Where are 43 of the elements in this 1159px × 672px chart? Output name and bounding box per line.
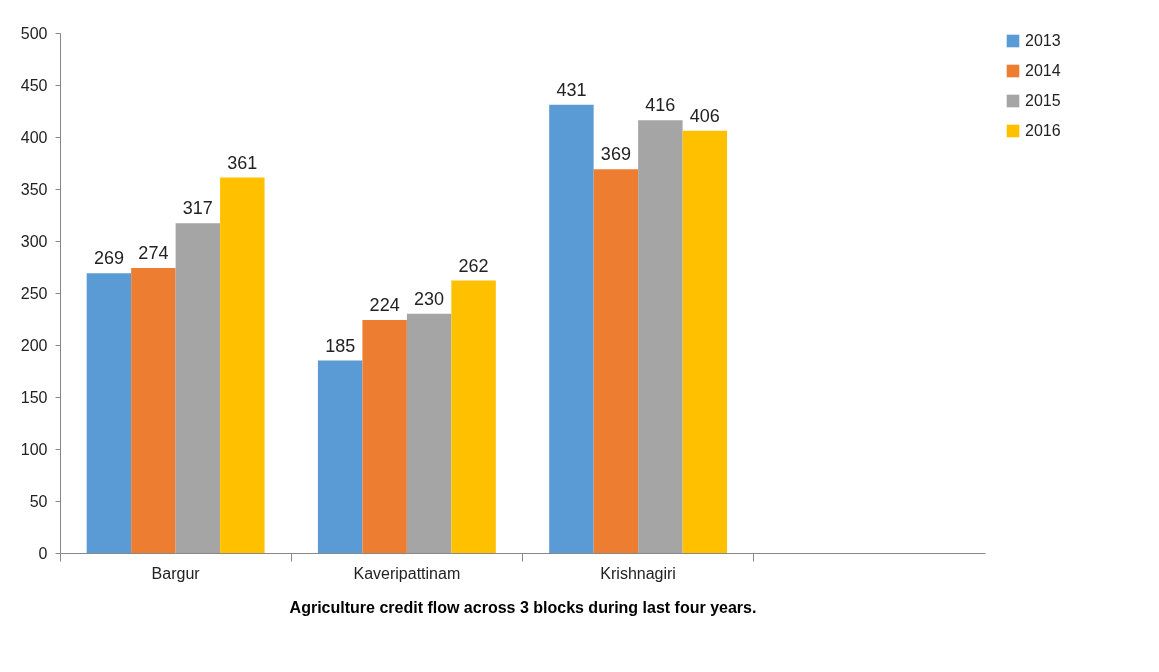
legend-label: 2015 bbox=[1025, 92, 1061, 109]
x-axis-title: Agriculture credit flow across 3 blocks during last four years. bbox=[289, 598, 757, 616]
y-tick-label: 300 bbox=[20, 232, 48, 250]
bar bbox=[362, 320, 407, 553]
y-tick-label: 500 bbox=[20, 24, 48, 42]
bar bbox=[131, 268, 176, 553]
y-tick-label: 250 bbox=[20, 284, 48, 302]
data-label: 269 bbox=[93, 248, 124, 269]
y-tick-label: 0 bbox=[38, 544, 48, 562]
y-tick-label: 450 bbox=[20, 76, 48, 94]
data-label: 369 bbox=[600, 144, 631, 165]
data-label: 185 bbox=[325, 335, 356, 356]
bar bbox=[220, 177, 265, 553]
data-label: 406 bbox=[689, 105, 720, 126]
y-tick-label: 150 bbox=[20, 388, 48, 406]
bar bbox=[86, 273, 132, 553]
x-tick-label: Krishnagiri bbox=[600, 564, 676, 582]
y-tick-label: 200 bbox=[20, 336, 48, 354]
bar bbox=[593, 169, 639, 553]
y-tick-label: 50 bbox=[29, 492, 48, 510]
bar bbox=[682, 130, 728, 553]
bar bbox=[638, 120, 683, 553]
y-tick-label: 350 bbox=[20, 180, 48, 198]
legend-label: 2013 bbox=[1025, 32, 1061, 49]
data-label: 262 bbox=[458, 255, 489, 276]
y-tick-label: 400 bbox=[20, 128, 48, 146]
data-label: 431 bbox=[556, 79, 587, 100]
bar bbox=[175, 223, 221, 553]
data-label: 317 bbox=[182, 198, 213, 219]
bar bbox=[451, 280, 496, 553]
data-label: 416 bbox=[645, 95, 676, 116]
x-tick-label: Kaveripattinam bbox=[353, 564, 461, 582]
bar bbox=[549, 104, 594, 553]
x-tick-label: Bargur bbox=[151, 564, 201, 582]
legend-label: 2016 bbox=[1025, 122, 1061, 139]
y-tick-label: 100 bbox=[20, 440, 48, 458]
data-label: 274 bbox=[138, 243, 169, 264]
data-label: 361 bbox=[227, 152, 258, 173]
data-label: 224 bbox=[369, 295, 400, 316]
bar bbox=[406, 313, 452, 553]
data-label: 230 bbox=[414, 288, 445, 309]
bar bbox=[317, 360, 363, 553]
legend-label: 2014 bbox=[1025, 62, 1061, 79]
